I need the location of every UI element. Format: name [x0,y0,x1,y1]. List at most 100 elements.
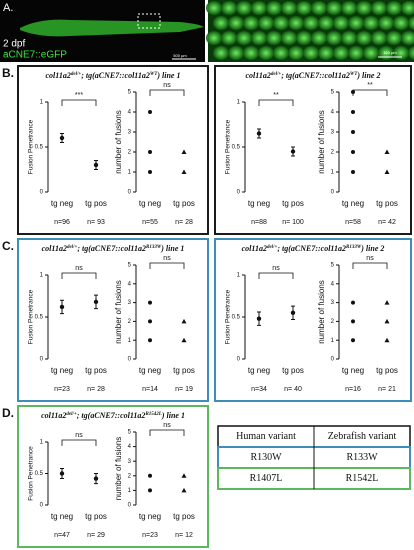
y-tick-label: 1 [237,273,241,279]
cell [206,31,222,45]
panel-title: col11a2del/+; tg(aCNE7::col11a2WT) line … [246,71,381,80]
mean-point [93,476,99,481]
y-tick-label: 2 [331,150,335,156]
cell [348,16,364,30]
cell [318,16,334,30]
title-part: WT [350,72,358,77]
n-label: n= 29 [87,532,105,539]
panel-label: A. [3,2,13,14]
sig-label: ** [367,82,373,89]
sig-bracket [61,272,97,279]
y-tick-label: 3 [331,300,335,306]
x-tick-label: tg pos [85,512,107,521]
y-tick-label: 1 [40,440,44,446]
y-tick-label: 2 [128,150,132,156]
mean-point [256,316,262,321]
mean-point [93,299,99,305]
title-part: col11a2 [246,71,271,80]
panel-title: col11a2del/+; tg(aCNE7::col11a2R133W) li… [242,244,385,253]
cell [378,16,394,30]
title-part: del/+ [267,245,277,250]
panel-label: B. [2,66,14,80]
cell [236,1,252,15]
cell [318,46,334,60]
sig-label: ns [75,265,83,272]
y-tick-label: 1 [40,100,44,106]
title-part: ) line 2 [360,244,384,253]
cell [221,31,237,45]
x-tick-label: tg neg [248,366,270,375]
title-part: WT [150,72,158,77]
y-axis-label: Fusion Penetrance [225,119,232,174]
x-tick-label: tg pos [85,199,107,208]
sig-label: ns [75,432,83,439]
y-axis-label: Fusion Penetrance [225,289,232,344]
cell [213,46,229,60]
x-tick-label: tg pos [85,366,107,375]
panel-box [17,65,209,235]
cell [273,46,289,60]
n-label: n=23 [54,386,70,393]
cell [266,31,282,45]
title-part: del/+ [271,72,281,77]
cell [243,46,259,60]
y-tick-label: 0.5 [232,315,241,321]
fusion-point [148,170,152,174]
title-part: ; tg(aCNE7::col11a2 [77,244,146,253]
cell [311,1,327,15]
y-tick-label: 4 [331,281,335,287]
cell [273,16,289,30]
cell [251,31,267,45]
fusion-point [351,170,355,174]
fusion-point [351,130,355,134]
stage-label: 2 dpf [3,39,25,50]
title-part: ) line 1 [156,71,180,80]
y-axis-label: Fusion Penetrance [28,289,35,344]
cell [281,1,297,15]
x-tick-label: tg pos [173,512,195,521]
y-tick-label: 0 [331,190,335,196]
x-tick-label: tg neg [342,366,364,375]
n-label: n= 42 [378,219,396,226]
sig-bracket [258,99,294,106]
panel-box [214,238,412,402]
y-tick-label: 2 [128,319,132,325]
y-axis-label: Fusion Penetrance [28,446,35,501]
panel-box [17,238,209,402]
x-tick-label: tg neg [51,366,73,375]
x-tick-label: tg neg [139,512,161,521]
x-tick-label: tg neg [139,366,161,375]
sig-bracket [352,89,388,96]
cell [371,1,387,15]
y-tick-label: 3 [128,130,132,136]
title-part: col11a2 [41,411,66,420]
y-tick-label: 1 [237,100,241,106]
line-label: aCNE7::eGFP [3,50,67,61]
n-label: n= 28 [87,386,105,393]
cell [251,1,267,15]
title-part: ) line 1 [160,244,184,253]
fusion-point [181,318,187,324]
cell [303,46,319,60]
fusion-point [351,90,355,94]
y-tick-label: 3 [128,300,132,306]
fusion-point [181,149,187,154]
y-tick-label: 4 [128,281,132,287]
x-tick-label: tg pos [173,366,195,375]
y-tick-label: 1 [331,338,335,344]
title-part: R1542L [145,412,161,417]
title-part: del/+ [67,245,77,250]
fusion-point [148,110,152,114]
y-tick-label: 0 [128,503,132,509]
sig-bracket [61,439,97,446]
cell [206,1,222,15]
y-tick-label: 2 [331,319,335,325]
cell [401,1,414,15]
y-tick-label: 1 [128,488,132,494]
y-tick-label: 0.5 [232,145,241,151]
sig-label: ns [163,255,171,262]
fusion-point [148,473,152,478]
y-tick-label: 3 [128,459,132,465]
y-axis-label: number of fusions [317,280,326,344]
y-tick-label: 5 [331,90,335,96]
